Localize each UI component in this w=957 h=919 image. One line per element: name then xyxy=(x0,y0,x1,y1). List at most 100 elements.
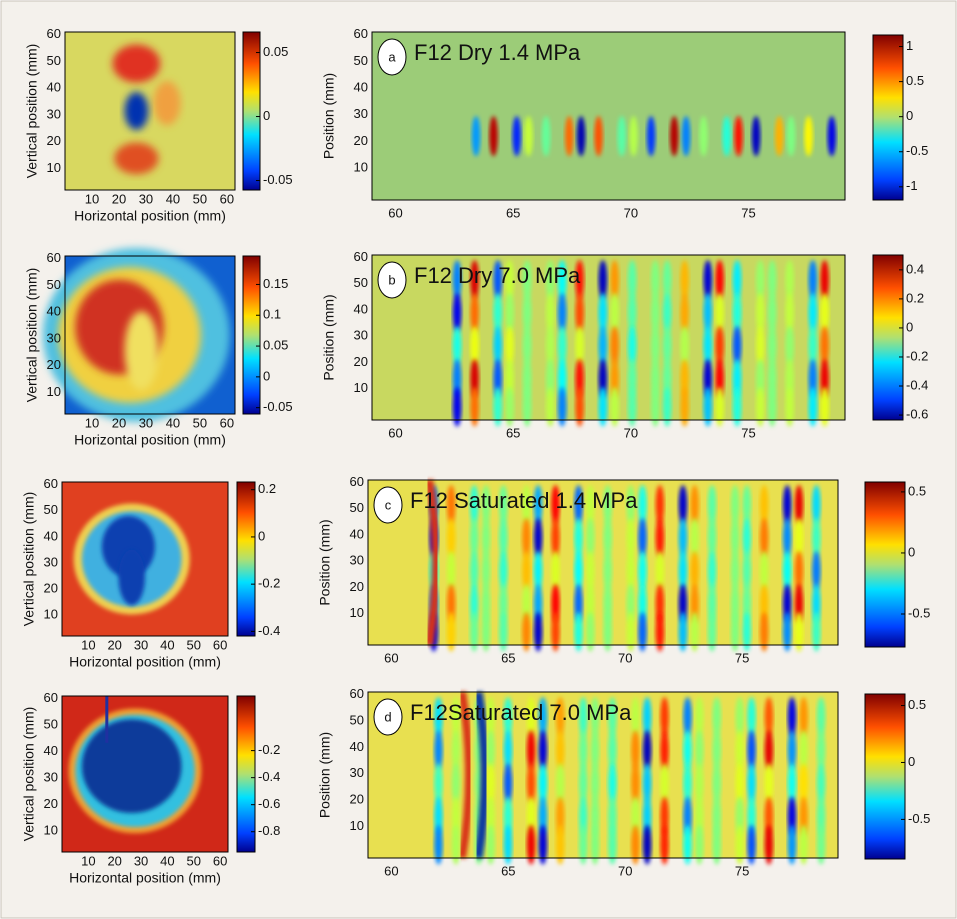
wave-y-tick-label: 30 xyxy=(350,553,364,568)
wave-blob xyxy=(812,583,821,624)
wave-blob xyxy=(680,358,689,399)
wave-y-tick-label: 20 xyxy=(354,354,368,369)
wave-blob xyxy=(451,763,461,804)
wave-blob xyxy=(627,387,637,427)
wave-blob xyxy=(486,796,495,837)
wave-blob xyxy=(579,824,588,865)
map-y-label: Vertical position (mm) xyxy=(24,268,40,403)
wave-y-tick-label: 60 xyxy=(350,474,364,489)
wave-blob xyxy=(712,824,721,865)
wave-blob xyxy=(481,484,491,525)
map-x-tick-label: 50 xyxy=(187,853,201,868)
wave-blob xyxy=(730,484,740,525)
wave-blob xyxy=(715,325,724,366)
map-x-tick-label: 50 xyxy=(193,191,207,206)
wave-blob xyxy=(557,325,567,366)
wave-blob xyxy=(642,763,652,804)
wave-blob xyxy=(522,358,532,399)
colorbar xyxy=(872,34,904,201)
wave-blob xyxy=(590,824,600,865)
wave-blob xyxy=(808,325,818,366)
wave-blob xyxy=(730,612,740,652)
wave-blob xyxy=(774,116,784,157)
wave-front xyxy=(473,691,490,859)
wave-blob xyxy=(638,484,647,525)
wave-blob xyxy=(505,358,514,399)
wave-blob xyxy=(446,550,456,591)
colorbar-tick-label: 0 xyxy=(906,108,913,123)
wave-blob xyxy=(764,696,774,737)
wave-blob xyxy=(608,763,617,804)
wave-y-tick-label: 40 xyxy=(354,79,368,94)
wave-blob xyxy=(451,730,461,771)
colorbar-tick-label: 0.1 xyxy=(263,307,281,322)
wave-blob xyxy=(522,484,531,525)
wave-y-tick-label: 20 xyxy=(350,579,364,594)
wave-blob xyxy=(703,259,713,300)
wave-blob xyxy=(747,730,756,771)
wave-blob xyxy=(680,259,689,300)
wave-blob xyxy=(452,259,462,300)
wave-blob xyxy=(722,116,732,157)
wave-blob xyxy=(786,116,796,157)
wave-blob xyxy=(642,730,652,771)
map-x-tick-label: 10 xyxy=(81,637,95,652)
wave-blob xyxy=(470,358,479,399)
wave-blob xyxy=(505,259,514,300)
wave-blob xyxy=(503,696,513,737)
map-frame xyxy=(64,255,236,415)
map-y-tick-label: 40 xyxy=(44,743,58,758)
wave-bg xyxy=(372,32,845,200)
wave-blob xyxy=(627,292,637,333)
map-blob xyxy=(124,92,149,130)
wave-blob xyxy=(590,696,600,737)
wave-blob xyxy=(575,259,584,300)
wave-blob xyxy=(470,259,479,300)
wave-bg xyxy=(368,692,838,858)
wave-blob xyxy=(787,824,797,865)
wave-y-tick-label: 10 xyxy=(350,605,364,620)
wave-blob xyxy=(680,292,689,333)
wave-y-tick-label: 40 xyxy=(350,526,364,541)
wave-blob xyxy=(446,484,456,525)
colorbar-tick-label: -0.5 xyxy=(906,143,928,158)
wave-blob xyxy=(715,292,724,333)
wave-x-tick-label: 70 xyxy=(618,650,632,665)
wave-blob xyxy=(556,730,565,771)
wave-blob xyxy=(586,583,595,624)
wave-blob xyxy=(759,484,769,525)
wave-blob xyxy=(699,116,708,157)
wave-blob xyxy=(451,824,461,865)
wave-blob xyxy=(651,292,660,333)
wave-blob xyxy=(598,387,608,427)
wave-y-tick-label: 40 xyxy=(350,739,364,754)
wave-blob xyxy=(617,116,627,157)
wave-blob xyxy=(574,583,583,624)
panel-label-circle xyxy=(373,486,403,524)
wave-blob xyxy=(660,696,669,737)
wave-blob xyxy=(631,763,640,804)
wave-blob xyxy=(642,824,652,865)
colorbar-tick-label: 0.05 xyxy=(263,44,288,59)
map-y-tick-label: 20 xyxy=(47,357,61,372)
wave-blob xyxy=(787,730,797,771)
wave-blob xyxy=(603,517,612,558)
wave-blob xyxy=(538,730,548,771)
wave-blob xyxy=(586,517,595,558)
wave-blob xyxy=(804,116,813,157)
map-x-tick-label: 20 xyxy=(107,637,121,652)
colorbar-tick-label: 0 xyxy=(908,754,915,769)
wave-blob xyxy=(556,796,565,837)
wave-blob xyxy=(626,517,635,558)
wave-blob xyxy=(551,583,560,624)
colorbar-tick-label: -0.2 xyxy=(258,742,280,757)
wave-y-tick-label: 60 xyxy=(350,686,364,701)
wave-blob xyxy=(590,730,600,771)
wave-blob xyxy=(681,116,691,157)
colorbar-tick-label: 0.2 xyxy=(258,481,276,496)
wave-blob xyxy=(469,484,479,525)
colorbar-tick-label: 0.5 xyxy=(908,697,926,712)
panel-label: b xyxy=(388,272,395,287)
